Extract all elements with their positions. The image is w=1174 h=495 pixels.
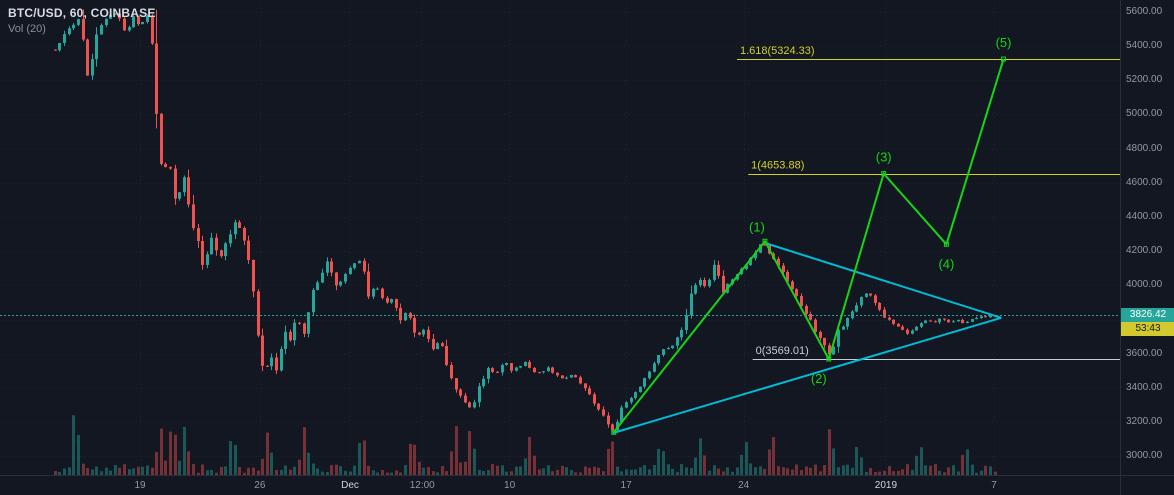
time-tick-label: 2019 — [874, 480, 898, 491]
axis-corner — [1120, 475, 1174, 495]
price-axis[interactable]: 3826.42 53:43 3000.00 3200.00 3400.00 3600.… — [1120, 0, 1174, 475]
price-tick-label: 5600.00 — [1126, 5, 1163, 17]
current-price-badge: 3826.42 — [1121, 308, 1174, 322]
volume-bars — [54, 415, 997, 475]
wave-anchor-point — [943, 241, 949, 247]
elliott-wave-drawing[interactable]: (1) (2) (3) (4) (5) — [611, 35, 1012, 435]
time-tick-label: 10 — [504, 480, 516, 491]
price-tick-label: 3000.00 — [1126, 450, 1163, 462]
wave-anchor-point — [611, 429, 617, 435]
volume-indicator-legend[interactable]: Vol (20) — [8, 23, 46, 35]
wave-anchor-point — [881, 171, 887, 177]
time-tick-label: 12:00 — [409, 480, 435, 491]
fib-level-label: 1(4653.88) — [751, 160, 804, 172]
price-tick-label: 4800.00 — [1126, 142, 1163, 154]
grid-lines — [0, 0, 1120, 475]
price-tick-label: 3600.00 — [1126, 347, 1163, 359]
price-tick-label: 3200.00 — [1126, 416, 1163, 428]
current-price-value: 3826.42 — [1129, 309, 1167, 320]
price-tick-label: 4400.00 — [1126, 210, 1163, 222]
time-tick-label: Dec — [341, 480, 359, 491]
wave-anchor-point — [1001, 56, 1007, 62]
wave-label: (5) — [996, 35, 1012, 50]
plot-svg: 1.618(5324.33) 1(4653.88) 0(3569.01) (1) (2)… — [0, 0, 1120, 475]
fib-level-label: 1.618(5324.33) — [740, 45, 815, 57]
price-tick-label: 5200.00 — [1126, 74, 1163, 86]
price-tick-label: 4200.00 — [1126, 245, 1163, 257]
symbol-legend-title[interactable]: BTC/USD, 60, COINBASE — [8, 6, 156, 20]
chart-pane[interactable]: 1.618(5324.33) 1(4653.88) 0(3569.01) (1) (2)… — [0, 0, 1120, 475]
wave-anchor-point — [762, 238, 768, 244]
time-tick-label: 7 — [991, 480, 997, 491]
fib-level-label: 0(3569.01) — [756, 345, 809, 357]
time-tick-label: 26 — [254, 480, 266, 491]
triangle-pattern[interactable] — [612, 241, 1002, 435]
bar-countdown-value: 53:43 — [1135, 323, 1161, 334]
time-axis[interactable]: 19 26 Dec 12:00 10 17 24 2019 7 — [0, 475, 1120, 495]
time-tick-label: 19 — [134, 480, 146, 491]
time-tick-label: 17 — [620, 480, 632, 491]
wave-anchor-point — [826, 356, 832, 362]
price-tick-label: 5000.00 — [1126, 108, 1163, 120]
time-tick-label: 24 — [738, 480, 750, 491]
price-tick-label: 4000.00 — [1126, 279, 1163, 291]
wave-label: (2) — [811, 371, 827, 386]
wave-label: (4) — [938, 256, 954, 271]
wave-label: (3) — [876, 150, 892, 165]
bar-countdown-badge: 53:43 — [1121, 322, 1174, 336]
price-tick-label: 4600.00 — [1126, 176, 1163, 188]
price-tick-label: 3400.00 — [1126, 381, 1163, 393]
wave-label: (1) — [749, 219, 765, 234]
price-tick-label: 5400.00 — [1126, 40, 1163, 52]
candlestick-series — [54, 9, 997, 433]
symbol-legend: BTC/USD, 60, COINBASE Vol (20) — [8, 6, 156, 35]
fib-extension-lines[interactable]: 1.618(5324.33) 1(4653.88) 0(3569.01) — [736, 45, 1120, 360]
